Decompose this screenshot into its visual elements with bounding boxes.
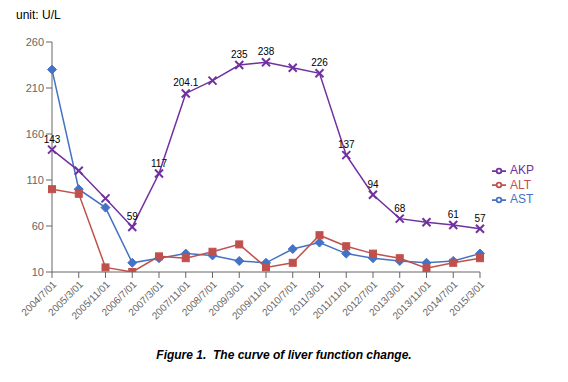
svg-text:68: 68 (394, 203, 406, 214)
svg-text:2013/3/01: 2013/3/01 (366, 278, 407, 318)
svg-text:61: 61 (448, 209, 460, 220)
svg-text:143: 143 (44, 134, 61, 145)
svg-text:2009/3/01: 2009/3/01 (206, 278, 246, 318)
svg-text:2006/7/01: 2006/7/01 (99, 278, 139, 318)
svg-text:160: 160 (26, 128, 44, 140)
svg-text:2009/11/01: 2009/11/01 (229, 278, 273, 322)
svg-text:2007/11/01: 2007/11/01 (149, 278, 193, 322)
svg-text:117: 117 (151, 158, 167, 169)
html-text:unit: U/L: unit: U/L (16, 8, 61, 22)
html-text:AST: AST (510, 192, 534, 207)
svg-text:2013/11/01: 2013/11/01 (390, 278, 433, 322)
svg-text:60: 60 (32, 220, 44, 232)
svg-text:260: 260 (26, 36, 44, 48)
svg-text:57: 57 (474, 213, 486, 224)
html-text:AKP: AKP (510, 162, 534, 177)
svg-text:2012/7/01: 2012/7/01 (340, 278, 380, 318)
html-text:Figure 1. The curve of liver f: Figure 1. The curve of liver function ch… (156, 348, 412, 362)
svg-text:2007/3/01: 2007/3/01 (126, 278, 166, 318)
svg-text:10: 10 (32, 266, 44, 278)
svg-text:59: 59 (127, 211, 139, 222)
svg-text:2005/11/01: 2005/11/01 (69, 278, 112, 322)
svg-text:2011/3/01: 2011/3/01 (287, 278, 326, 318)
svg-text:210: 210 (26, 82, 44, 94)
svg-text:2014/7/01: 2014/7/01 (420, 278, 460, 318)
svg-text:94: 94 (367, 179, 379, 190)
svg-text:137: 137 (338, 139, 355, 150)
svg-text:204.1: 204.1 (173, 77, 198, 88)
svg-text:2005/3/01: 2005/3/01 (45, 278, 86, 318)
html-text:ALT: ALT (510, 177, 532, 192)
svg-text:226: 226 (311, 57, 328, 68)
svg-text:2008/7/01: 2008/7/01 (179, 278, 219, 318)
svg-text:235: 235 (231, 49, 248, 60)
svg-text:2004/7/01: 2004/7/01 (19, 278, 59, 318)
svg-text:2015/3/01: 2015/3/01 (447, 278, 487, 318)
svg-text:238: 238 (258, 46, 275, 57)
svg-text:2011/11/01: 2011/11/01 (310, 278, 353, 321)
svg-text:110: 110 (26, 174, 44, 186)
svg-text:2010/7/01: 2010/7/01 (259, 278, 300, 318)
